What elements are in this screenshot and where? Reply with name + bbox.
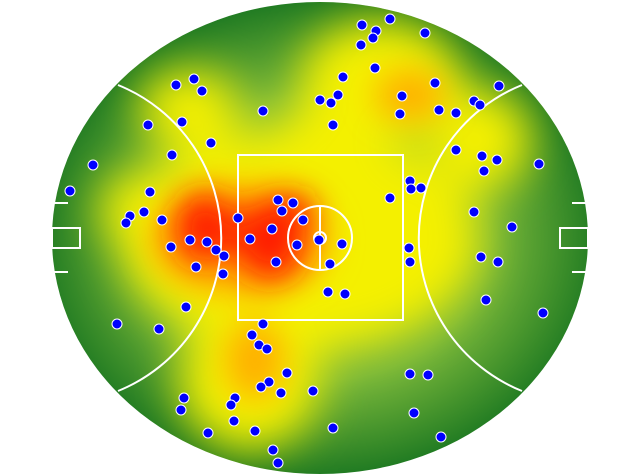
point xyxy=(404,368,416,380)
point xyxy=(337,71,349,83)
point xyxy=(111,318,123,330)
point xyxy=(476,150,488,162)
point xyxy=(267,444,279,456)
point xyxy=(165,241,177,253)
point xyxy=(87,159,99,171)
point xyxy=(291,239,303,251)
point xyxy=(188,73,200,85)
point xyxy=(263,376,275,388)
point xyxy=(429,77,441,89)
point xyxy=(138,206,150,218)
point xyxy=(272,457,284,469)
point xyxy=(275,387,287,399)
point xyxy=(415,182,427,194)
point xyxy=(394,108,406,120)
point xyxy=(178,392,190,404)
point xyxy=(225,399,237,411)
point xyxy=(422,369,434,381)
point xyxy=(144,186,156,198)
point xyxy=(435,431,447,443)
point xyxy=(450,107,462,119)
point xyxy=(336,238,348,250)
point xyxy=(419,27,431,39)
point xyxy=(332,89,344,101)
point xyxy=(506,221,518,233)
point xyxy=(176,116,188,128)
point xyxy=(232,212,244,224)
point xyxy=(327,119,339,131)
point xyxy=(190,261,202,273)
point xyxy=(255,381,267,393)
point xyxy=(325,97,337,109)
point xyxy=(405,183,417,195)
point xyxy=(324,258,336,270)
point xyxy=(166,149,178,161)
point xyxy=(492,256,504,268)
point xyxy=(314,94,326,106)
point xyxy=(404,256,416,268)
point xyxy=(180,301,192,313)
point xyxy=(322,286,334,298)
point xyxy=(478,165,490,177)
point xyxy=(356,19,368,31)
point xyxy=(257,318,269,330)
point xyxy=(261,343,273,355)
point xyxy=(533,158,545,170)
point xyxy=(475,251,487,263)
point xyxy=(205,137,217,149)
point xyxy=(339,288,351,300)
point xyxy=(450,144,462,156)
point xyxy=(480,294,492,306)
point xyxy=(307,385,319,397)
point xyxy=(246,329,258,341)
point xyxy=(408,407,420,419)
point xyxy=(153,323,165,335)
point xyxy=(228,415,240,427)
point xyxy=(217,268,229,280)
point xyxy=(272,194,284,206)
point xyxy=(287,197,299,209)
point xyxy=(474,99,486,111)
point xyxy=(367,32,379,44)
point xyxy=(384,13,396,25)
point xyxy=(244,233,256,245)
point xyxy=(218,250,230,262)
point xyxy=(184,234,196,246)
point xyxy=(537,307,549,319)
point xyxy=(313,234,325,246)
field-lines xyxy=(51,84,589,392)
point xyxy=(468,206,480,218)
point xyxy=(297,214,309,226)
point xyxy=(170,79,182,91)
point xyxy=(433,104,445,116)
point xyxy=(175,404,187,416)
point xyxy=(266,223,278,235)
point xyxy=(369,62,381,74)
point xyxy=(210,244,222,256)
point xyxy=(355,39,367,51)
point xyxy=(249,425,261,437)
point xyxy=(142,119,154,131)
point xyxy=(384,192,396,204)
point xyxy=(120,217,132,229)
point xyxy=(403,242,415,254)
point xyxy=(156,214,168,226)
point xyxy=(396,90,408,102)
point xyxy=(276,205,288,217)
point xyxy=(64,185,76,197)
point xyxy=(281,367,293,379)
point xyxy=(202,427,214,439)
point xyxy=(491,154,503,166)
point xyxy=(493,80,505,92)
point xyxy=(327,422,339,434)
point xyxy=(196,85,208,97)
point xyxy=(270,256,282,268)
point xyxy=(201,236,213,248)
point xyxy=(257,105,269,117)
